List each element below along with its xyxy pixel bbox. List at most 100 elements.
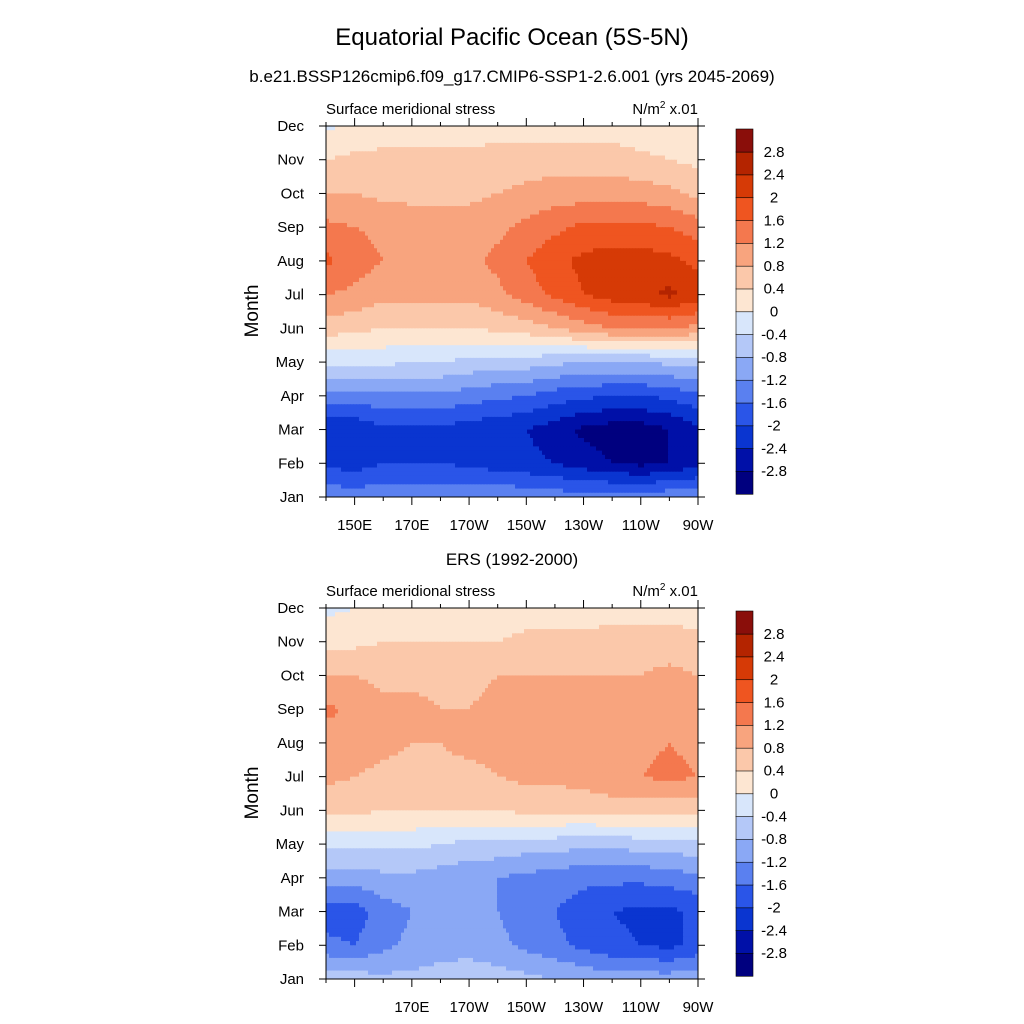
- contour-cell: [536, 265, 540, 270]
- contour-cell: [599, 210, 603, 216]
- contour-cell: [539, 277, 543, 283]
- contour-cell: [338, 265, 342, 270]
- contour-cell: [467, 147, 471, 152]
- contour-cell: [680, 180, 684, 186]
- contour-cell: [404, 265, 408, 270]
- contour-cell: [575, 193, 579, 199]
- contour-cell: [653, 252, 657, 258]
- contour-cell: [602, 176, 606, 182]
- contour-cell: [410, 218, 414, 224]
- contour-cell: [491, 172, 495, 178]
- contour-cell: [410, 176, 414, 182]
- contour-cell: [674, 210, 678, 216]
- contour-cell: [677, 239, 681, 245]
- contour-cell: [509, 290, 513, 296]
- contour-cell: [533, 201, 537, 207]
- contour-cell: [536, 256, 540, 262]
- contour-cell: [536, 185, 540, 190]
- contour-cell: [416, 231, 420, 237]
- contour-cell: [644, 265, 648, 270]
- contour-cell: [590, 210, 594, 216]
- contour-cell: [557, 277, 561, 283]
- contour-cell: [527, 265, 531, 270]
- contour-cell: [650, 290, 654, 296]
- contour-cell: [647, 290, 651, 296]
- contour-cell: [497, 256, 501, 262]
- contour-cell: [407, 151, 411, 157]
- contour-cell: [659, 269, 663, 275]
- contour-cell: [659, 256, 663, 262]
- contour-cell: [386, 239, 390, 245]
- contour-cell: [641, 231, 645, 237]
- contour-cell: [653, 244, 657, 249]
- contour-cell: [536, 218, 540, 224]
- contour-cell: [329, 197, 333, 203]
- contour-cell: [449, 260, 453, 266]
- contour-cell: [506, 180, 510, 186]
- contour-cell: [398, 134, 402, 140]
- contour-cell: [629, 281, 633, 287]
- contour-cell: [437, 218, 441, 224]
- contour-cell: [431, 210, 435, 216]
- contour-cell: [620, 273, 624, 279]
- contour-cell: [680, 269, 684, 275]
- contour-cell: [452, 239, 456, 245]
- contour-cell: [647, 227, 651, 232]
- contour-cell: [626, 142, 630, 148]
- contour-cell: [608, 206, 612, 211]
- contour-cell: [425, 126, 429, 131]
- contour-cell: [497, 201, 501, 207]
- contour-cell: [539, 163, 543, 169]
- contour-cell: [560, 168, 564, 173]
- contour-cell: [497, 269, 501, 275]
- contour-cell: [611, 290, 615, 296]
- contour-cell: [431, 290, 435, 296]
- contour-cell: [545, 273, 549, 279]
- contour-cell: [467, 197, 471, 203]
- contour-cell: [368, 176, 372, 182]
- contour-cell: [401, 265, 405, 270]
- contour-cell: [398, 286, 402, 292]
- contour-cell: [341, 172, 345, 178]
- contour-cell: [443, 172, 447, 178]
- contour-cell: [569, 239, 573, 245]
- contour-cell: [368, 265, 372, 270]
- contour-cell: [611, 134, 615, 140]
- contour-cell: [560, 142, 564, 148]
- contour-cell: [620, 163, 624, 169]
- contour-cell: [446, 260, 450, 266]
- contour-cell: [575, 256, 579, 262]
- contour-cell: [404, 235, 408, 241]
- contour-cell: [602, 248, 606, 254]
- contour-cell: [422, 176, 426, 182]
- contour-cell: [656, 260, 660, 266]
- contour-cell: [416, 155, 420, 161]
- contour-cell: [686, 273, 690, 279]
- contour-cell: [416, 159, 420, 165]
- contour-cell: [512, 286, 516, 292]
- contour-cell: [626, 252, 630, 258]
- contour-cell: [488, 210, 492, 216]
- contour-cell: [677, 222, 681, 228]
- contour-cell: [584, 172, 588, 178]
- contour-cell: [428, 244, 432, 249]
- contour-cell: [524, 206, 528, 211]
- contour-cell: [512, 201, 516, 207]
- contour-cell: [350, 168, 354, 173]
- contour-cell: [350, 222, 354, 228]
- contour-cell: [503, 222, 507, 228]
- contour-cell: [692, 260, 696, 266]
- contour-cell: [560, 235, 564, 241]
- contour-cell: [620, 185, 624, 190]
- contour-cell: [353, 201, 357, 207]
- contour-cell: [467, 248, 471, 254]
- contour-cell: [629, 180, 633, 186]
- contour-cell: [518, 151, 522, 157]
- contour-cell: [497, 197, 501, 203]
- contour-cell: [539, 273, 543, 279]
- contour-cell: [395, 142, 399, 148]
- contour-cell: [629, 260, 633, 266]
- contour-cell: [647, 260, 651, 266]
- contour-cell: [494, 151, 498, 157]
- contour-cell: [392, 210, 396, 216]
